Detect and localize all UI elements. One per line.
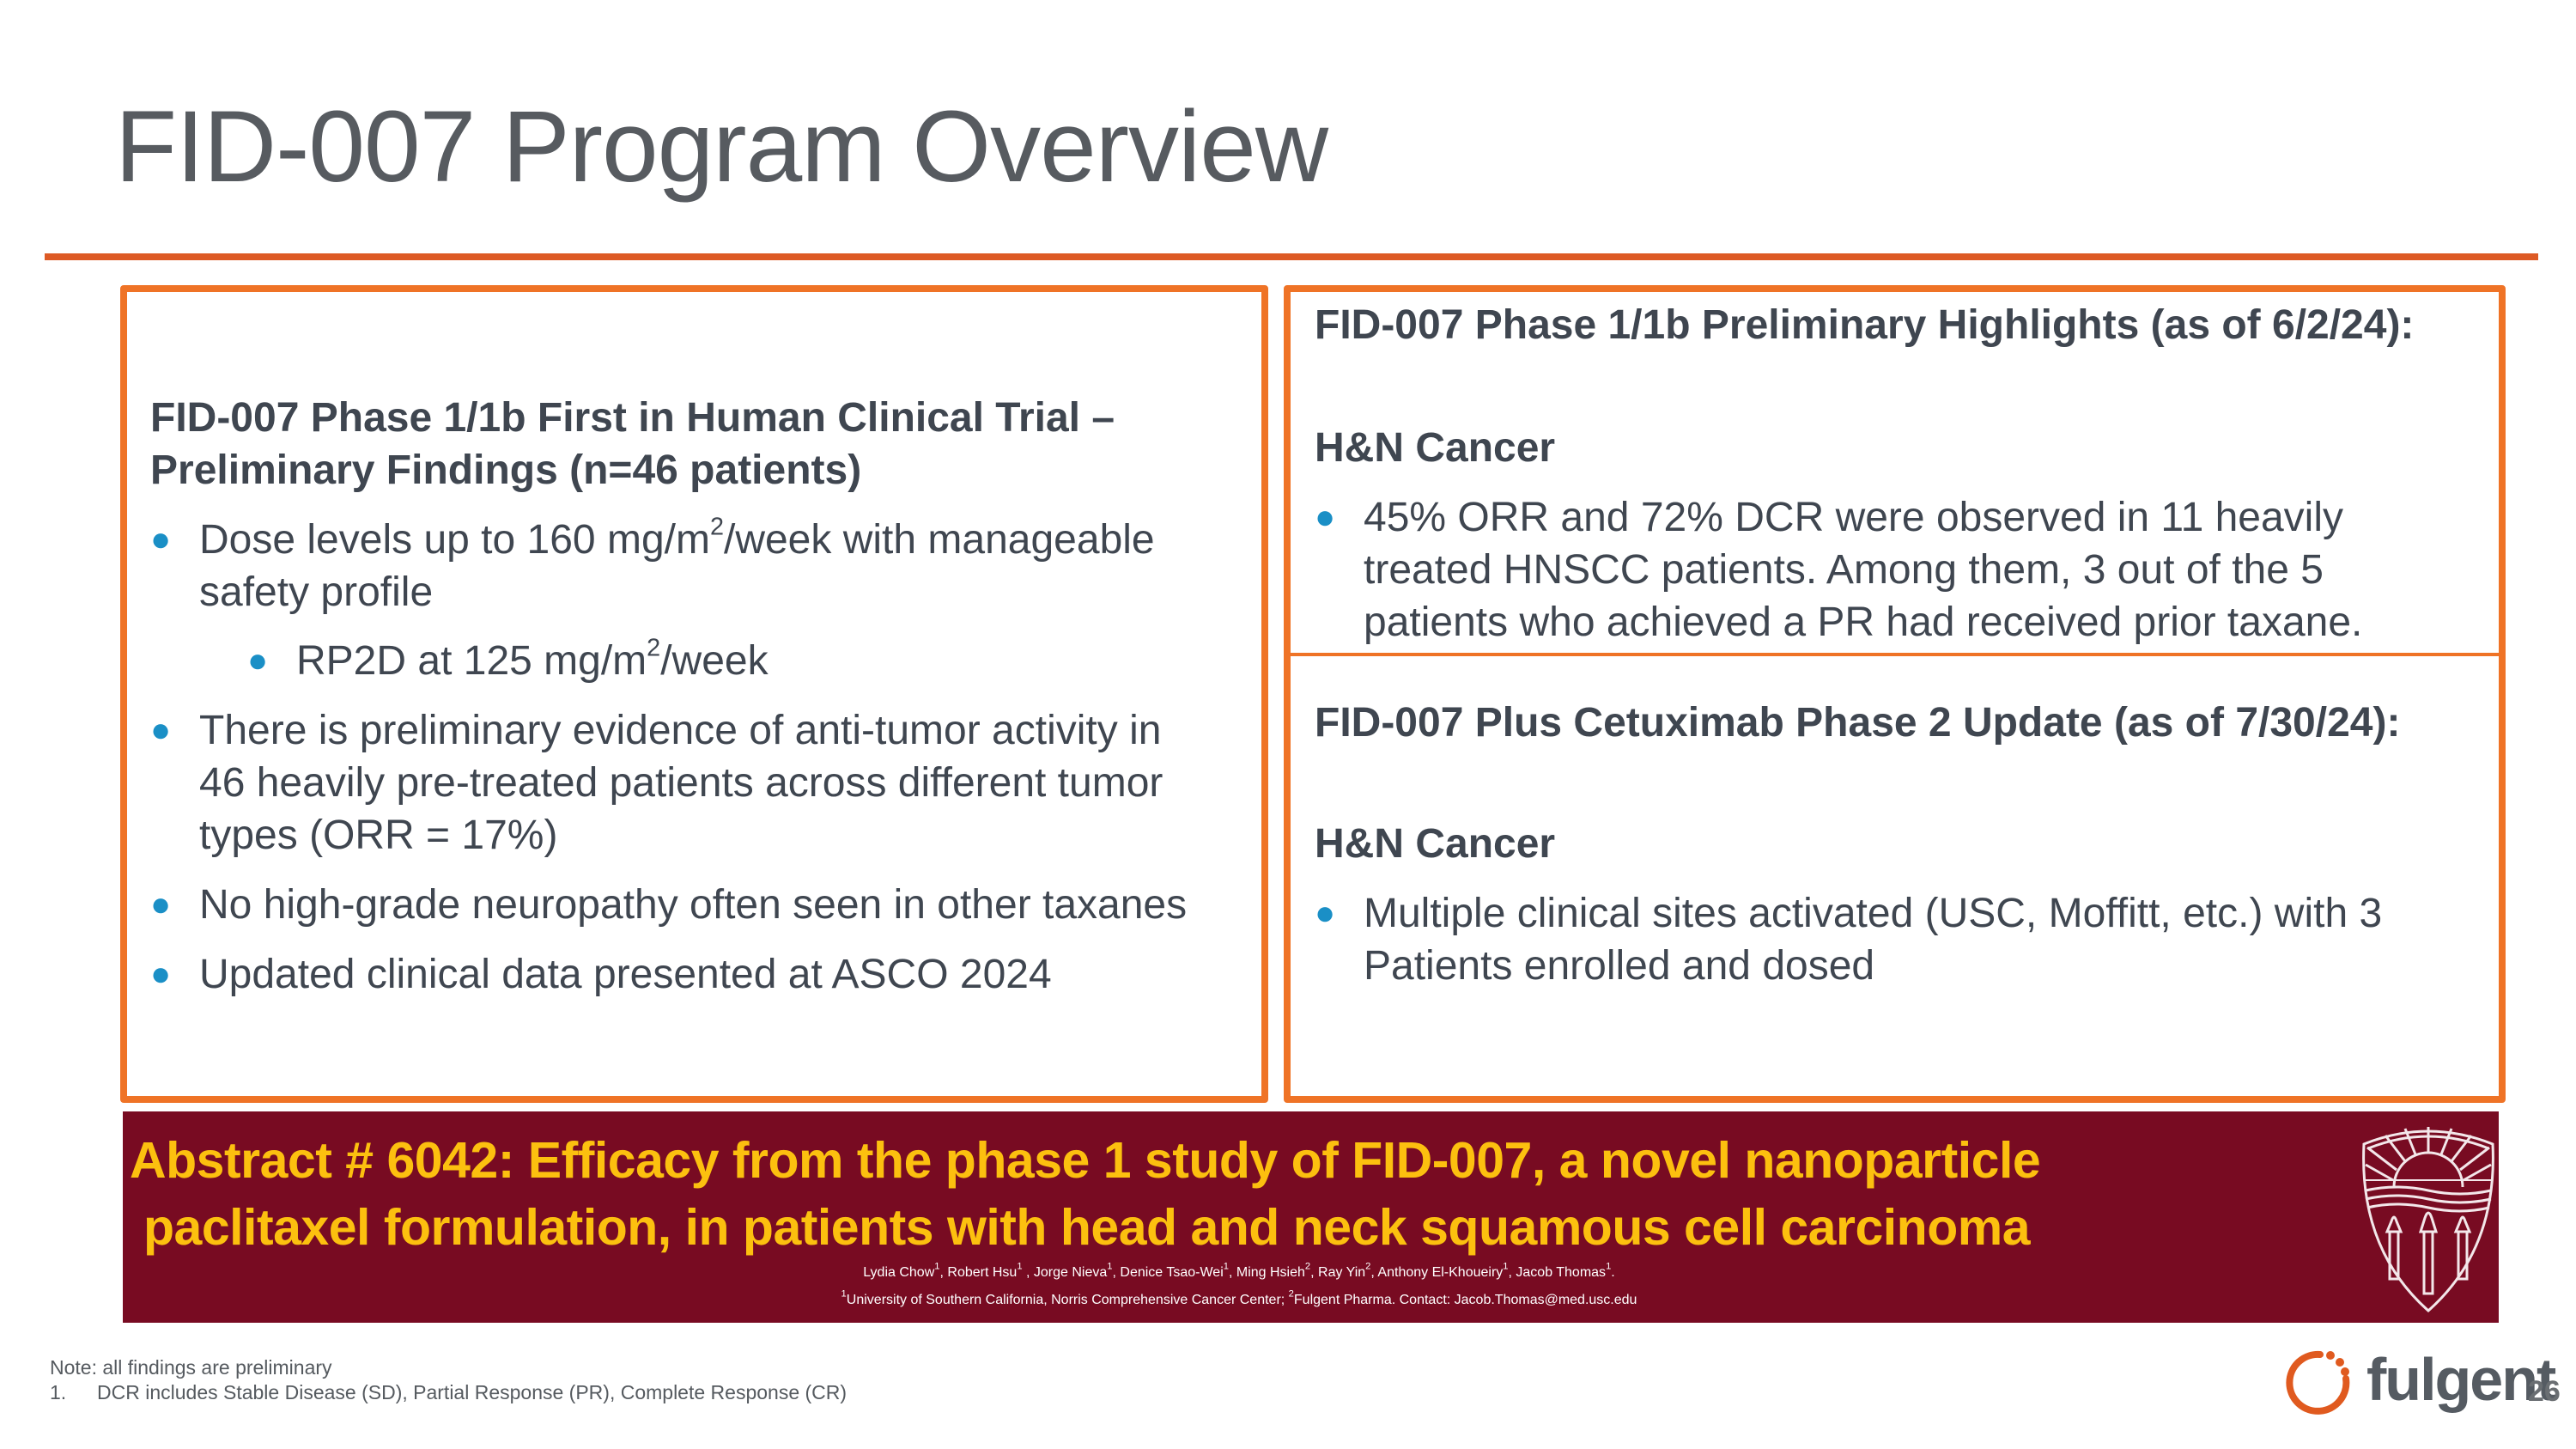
superscript: 1: [1107, 1261, 1113, 1272]
bullet-hn-orr: ● 45% ORR and 72% DCR were observed in 1…: [1315, 491, 2363, 648]
text: RP2D at 125 mg/m: [296, 638, 647, 684]
bullet-asco: ● Updated clinical data presented at ASC…: [150, 948, 1052, 1001]
bullet-cetuximab-sites: ● Multiple clinical sites activated (USC…: [1315, 887, 2383, 992]
abstract-title-line: Abstract # 6042: Efficacy from the phase…: [130, 1132, 2041, 1189]
bullet-dot-icon: ●: [150, 521, 172, 558]
heading-line: FID-007 Phase 1/1b First in Human Clinic…: [150, 395, 1115, 441]
footnote-note: Note: all findings are preliminary: [50, 1356, 332, 1379]
text: patients who achieved a PR had received …: [1364, 600, 2363, 645]
superscript: 1: [934, 1261, 940, 1272]
slide-title: FID-007 Program Overview: [115, 90, 1328, 204]
text: Patients enrolled and dosed: [1364, 943, 1875, 989]
superscript: 1: [1503, 1261, 1509, 1272]
right-top-panel: [1284, 285, 2506, 656]
bullet-dose-levels: ● Dose levels up to 160 mg/m2/week with …: [150, 513, 1155, 618]
heading-line: Preliminary Findings (n=46 patients): [150, 447, 862, 493]
abstract-title: Abstract # 6042: Efficacy from the phase…: [130, 1127, 2362, 1261]
text: No high-grade neuropathy often seen in o…: [199, 882, 1188, 928]
abstract-authors: Lydia Chow1, Robert Hsu1 , Jorge Nieva1,…: [863, 1261, 1615, 1280]
bullet-rp2d: ● RP2D at 125 mg/m2/week: [247, 634, 769, 687]
right-top-subheading: H&N Cancer: [1315, 425, 1556, 471]
right-top-heading: FID-007 Phase 1/1b Preliminary Highlight…: [1315, 302, 2415, 348]
text: 46 heavily pre-treated patients across d…: [199, 760, 1163, 806]
text: types (ORR = 17%): [199, 813, 558, 858]
text: /week with manageable: [723, 517, 1155, 563]
superscript: 2: [1288, 1288, 1294, 1300]
author: Jorge Nieva: [1033, 1265, 1108, 1280]
footnote-number: 1.: [50, 1381, 67, 1403]
text: 45% ORR and 72% DCR were observed in 11 …: [1364, 495, 2344, 540]
author: Jacob Thomas: [1516, 1265, 1607, 1280]
bullet-dot-icon: ●: [150, 955, 172, 993]
text: /week: [660, 638, 769, 684]
bullet-dot-icon: ●: [1315, 498, 1336, 536]
superscript: 1: [841, 1288, 847, 1300]
superscript: 1: [1223, 1261, 1229, 1272]
bullet-dot-icon: ●: [247, 642, 269, 679]
text: Dose levels up to 160 mg/m: [199, 517, 710, 563]
left-panel-heading: FID-007 Phase 1/1b First in Human Clinic…: [150, 392, 1115, 496]
fulgent-ring-icon: [2286, 1350, 2350, 1415]
bullet-dot-icon: ●: [150, 711, 172, 749]
right-bottom-heading: FID-007 Plus Cetuximab Phase 2 Update (a…: [1315, 700, 2401, 746]
right-bottom-subheading: H&N Cancer: [1315, 821, 1556, 867]
page-number: 26: [2528, 1375, 2561, 1408]
left-panel: [120, 285, 1268, 1103]
author: Ray Yin: [1318, 1265, 1366, 1280]
author: Lydia Chow: [863, 1265, 935, 1280]
fulgent-wordmark: fulgent: [2366, 1346, 2556, 1413]
title-divider: [45, 253, 2538, 260]
affiliation: University of Southern California, Norri…: [846, 1293, 1289, 1307]
superscript: 1: [1606, 1261, 1612, 1272]
affiliation: Fulgent Pharma. Contact: Jacob.Thomas@me…: [1293, 1293, 1637, 1307]
bullet-dot-icon: ●: [150, 886, 172, 923]
text: There is preliminary evidence of anti-tu…: [199, 708, 1162, 753]
text: Updated clinical data presented at ASCO …: [199, 952, 1052, 997]
fulgent-logo: fulgent: [2282, 1344, 2556, 1422]
footnote-text: DCR includes Stable Disease (SD), Partia…: [97, 1381, 848, 1403]
text: safety profile: [199, 569, 434, 615]
abstract-banner: Abstract # 6042: Efficacy from the phase…: [123, 1111, 2499, 1323]
superscript: 2: [1365, 1261, 1371, 1272]
author: Anthony El-Khoueiry: [1377, 1265, 1504, 1280]
bullet-anti-tumor: ● There is preliminary evidence of anti-…: [150, 704, 1163, 861]
right-bottom-panel: [1284, 653, 2506, 1103]
bullet-dot-icon: ●: [1315, 894, 1336, 932]
bullet-neuropathy: ● No high-grade neuropathy often seen in…: [150, 879, 1188, 931]
superscript: 1: [1017, 1261, 1023, 1272]
footnote-1: 1. DCR includes Stable Disease (SD), Part…: [50, 1380, 847, 1404]
usc-shield-icon: [2362, 1127, 2494, 1313]
text: Multiple clinical sites activated (USC, …: [1364, 891, 2383, 936]
superscript: 2: [647, 634, 661, 662]
author: Denice Tsao-Wei: [1120, 1265, 1224, 1280]
author: Robert Hsu: [947, 1265, 1018, 1280]
text: treated HNSCC patients. Among them, 3 ou…: [1364, 547, 2324, 593]
author: Ming Hsieh: [1236, 1265, 1305, 1280]
superscript: 2: [709, 513, 724, 541]
abstract-title-line: paclitaxel formulation, in patients with…: [143, 1199, 2031, 1256]
superscript: 2: [1304, 1261, 1311, 1272]
abstract-affiliations: 1University of Southern California, Norr…: [123, 1288, 2355, 1309]
